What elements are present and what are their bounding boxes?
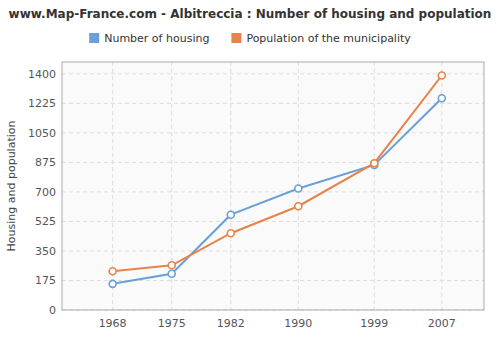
series-group [109,72,445,287]
plot-frame [62,62,484,310]
y-axis-label: Housing and population [5,121,18,252]
x-tick-label: 1990 [284,317,312,330]
chart: 0 175 350 525 700 875 1050 1225 1400 1968 1975 1982… [0,0,500,340]
y-grid-line [62,73,484,74]
y-grid-line [62,162,484,163]
point [109,280,116,287]
point [168,262,175,269]
y-tick-label: 1050 [28,127,56,140]
y-tick-label: 1225 [28,97,56,110]
point [295,185,302,192]
point [295,203,302,210]
y-tick-label: 525 [35,215,56,228]
x-tick-label: 1975 [158,317,186,330]
legend-label: Number of housing [104,32,209,45]
y-tick-label: 700 [35,186,56,199]
plot-area [62,62,484,310]
x-tick-label: 2007 [428,317,456,330]
series-line [113,98,442,284]
point [227,230,234,237]
legend: Number of housing Population of the munic… [89,32,411,45]
title: www.Map-France.com - Albitreccia : Numbe… [9,7,492,21]
point [438,72,445,79]
y-grid-line [62,191,484,192]
y-grid-line [62,221,484,222]
point [438,95,445,102]
x-grid-line [230,62,231,310]
point [227,211,234,218]
x-grid-line [374,62,375,310]
y-tick-label: 1400 [28,68,56,81]
legend-item: Number of housing [89,32,209,45]
y-grid-line [62,132,484,133]
series-line [113,75,442,271]
y-tick-label: 350 [35,245,56,258]
y-grid-line [62,250,484,251]
grid [62,62,484,310]
y-tick-label: 175 [35,274,56,287]
x-tick-label: 1982 [217,317,245,330]
legend-label: Population of the municipality [246,32,411,45]
point [168,270,175,277]
legend-item: Population of the municipality [231,32,411,45]
y-tick-label: 0 [49,304,56,317]
x-tick-label: 1968 [99,317,127,330]
legend-swatch [231,33,241,43]
chart-container: 0 175 350 525 700 875 1050 1225 1400 1968 1975 1982… [0,0,500,340]
legend-swatch [89,33,99,43]
point [371,160,378,167]
point [109,268,116,275]
y-tick-label: 875 [35,156,56,169]
x-tick-label: 1999 [360,317,388,330]
